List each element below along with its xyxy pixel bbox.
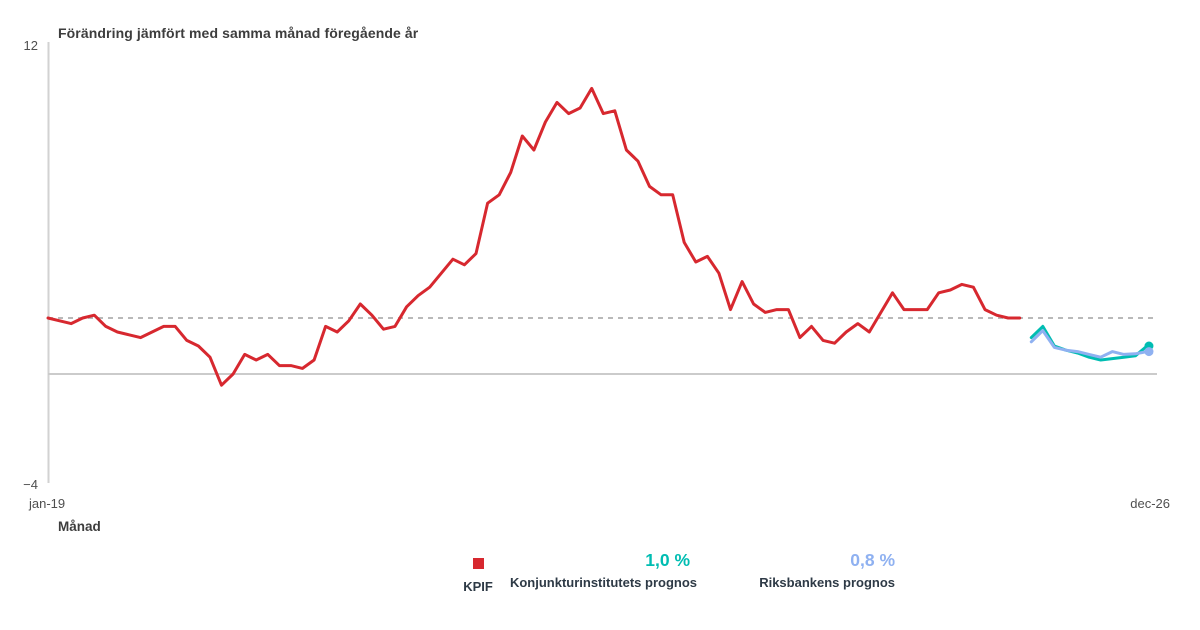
legend-item-kpif: KPIF [452,551,504,594]
end-dot-riksbankens-prognos [1144,347,1154,357]
y-axis-tick-max: 12 [23,38,38,53]
legend-rb-label: Riksbankens prognos [759,575,895,590]
series-line-kpif [46,86,1022,387]
legend-ki-label: Konjunkturinstitutets prognos [509,575,697,590]
rb-prognos-value: 0,8 % [850,550,895,570]
y-axis-tick-min: −4 [23,477,38,492]
legend-kpif-label: KPIF [463,579,493,594]
x-axis-tick-first: jan-19 [29,496,66,511]
x-axis-title: Månad [58,519,101,534]
legend-item-rb-prognos: 0,8 % Riksbankens prognos [735,550,895,591]
series-line-riksbankens-prognos [1029,329,1149,359]
chart-title: Förändring jämfört med samma månad föreg… [58,25,419,41]
x-axis-tick-last: dec-26 [1130,496,1170,511]
kpif-swatch-icon [472,558,484,569]
ki-prognos-value: 1,0 % [645,550,690,570]
legend-item-ki-prognos: 1,0 % Konjunkturinstitutets prognos [490,550,697,591]
